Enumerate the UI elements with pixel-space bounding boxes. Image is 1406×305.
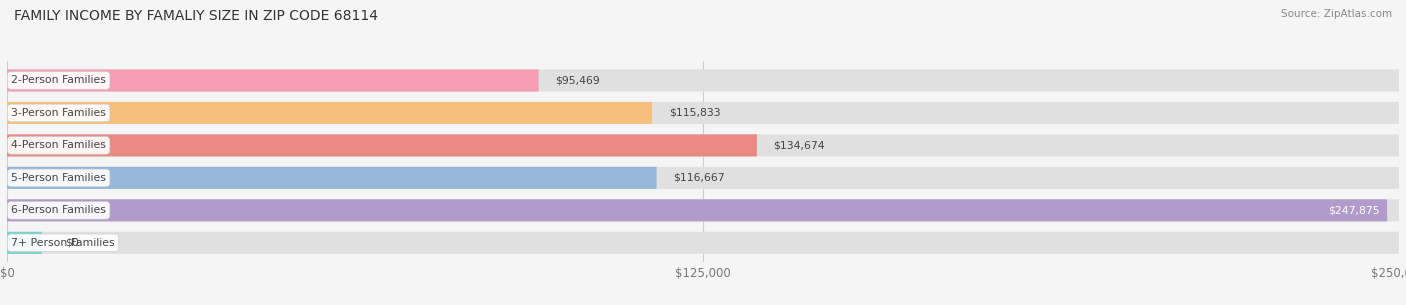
FancyBboxPatch shape [7, 102, 652, 124]
FancyBboxPatch shape [7, 167, 657, 189]
Text: $116,667: $116,667 [673, 173, 725, 183]
Text: FAMILY INCOME BY FAMALIY SIZE IN ZIP CODE 68114: FAMILY INCOME BY FAMALIY SIZE IN ZIP COD… [14, 9, 378, 23]
FancyBboxPatch shape [7, 70, 1399, 92]
Text: 3-Person Families: 3-Person Families [11, 108, 105, 118]
FancyBboxPatch shape [7, 135, 1399, 156]
Text: Source: ZipAtlas.com: Source: ZipAtlas.com [1281, 9, 1392, 19]
Text: 7+ Person Families: 7+ Person Families [11, 238, 115, 248]
Text: 5-Person Families: 5-Person Families [11, 173, 105, 183]
Text: 2-Person Families: 2-Person Families [11, 75, 105, 85]
Text: 4-Person Families: 4-Person Families [11, 140, 105, 150]
Text: 6-Person Families: 6-Person Families [11, 205, 105, 215]
FancyBboxPatch shape [7, 135, 756, 156]
Text: $95,469: $95,469 [555, 75, 600, 85]
Text: $134,674: $134,674 [773, 140, 825, 150]
FancyBboxPatch shape [7, 199, 1399, 221]
Text: $0: $0 [66, 238, 79, 248]
FancyBboxPatch shape [7, 70, 538, 92]
FancyBboxPatch shape [7, 167, 1399, 189]
FancyBboxPatch shape [7, 102, 1399, 124]
Text: $247,875: $247,875 [1329, 205, 1381, 215]
FancyBboxPatch shape [7, 232, 42, 254]
Text: $115,833: $115,833 [669, 108, 720, 118]
FancyBboxPatch shape [7, 232, 1399, 254]
FancyBboxPatch shape [7, 199, 1388, 221]
